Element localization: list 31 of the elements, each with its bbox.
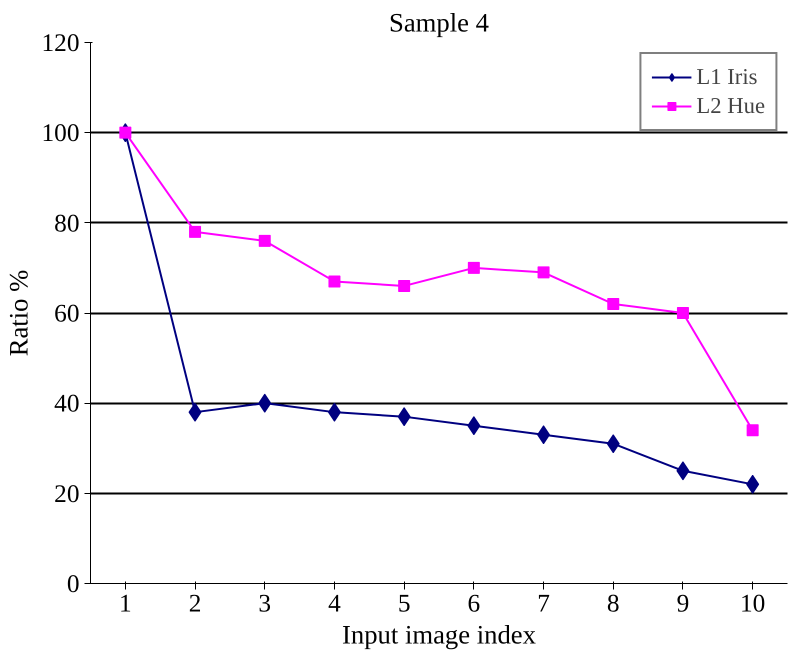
x-tick-label: 1 [119,590,132,618]
x-tick-label: 6 [468,590,480,618]
x-tick-label: 2 [188,590,202,618]
x-tick-label: 8 [606,590,620,618]
y-axis-title: Ratio % [4,270,34,356]
point [538,266,550,278]
x-tick-label: 10 [740,590,766,618]
x-tick-label: 5 [398,590,410,618]
point [398,280,410,292]
point [328,275,340,288]
point [676,307,689,319]
point [468,262,480,274]
point [258,234,271,247]
legend-label: L2 Hue [696,93,765,119]
y-tick-label: 80 [54,209,80,238]
y-tick-label: 20 [54,480,80,508]
x-tick-label: 4 [328,590,342,618]
y-tick-label: 60 [54,300,80,328]
y-tick-label: 120 [42,29,80,57]
chart-title: Sample 4 [389,8,489,38]
y-tick-label: 0 [66,570,80,598]
point [607,298,620,310]
y-tick-label: 100 [42,119,80,148]
x-tick-label: 3 [258,590,272,618]
point [746,424,759,436]
x-tick-label: 9 [676,590,690,618]
x-axis-title: Input image index [342,620,536,650]
x-tick-label: 7 [537,590,550,618]
legend-label: L1 Iris [696,64,758,90]
point [189,226,202,238]
y-tick-label: 40 [54,390,80,418]
